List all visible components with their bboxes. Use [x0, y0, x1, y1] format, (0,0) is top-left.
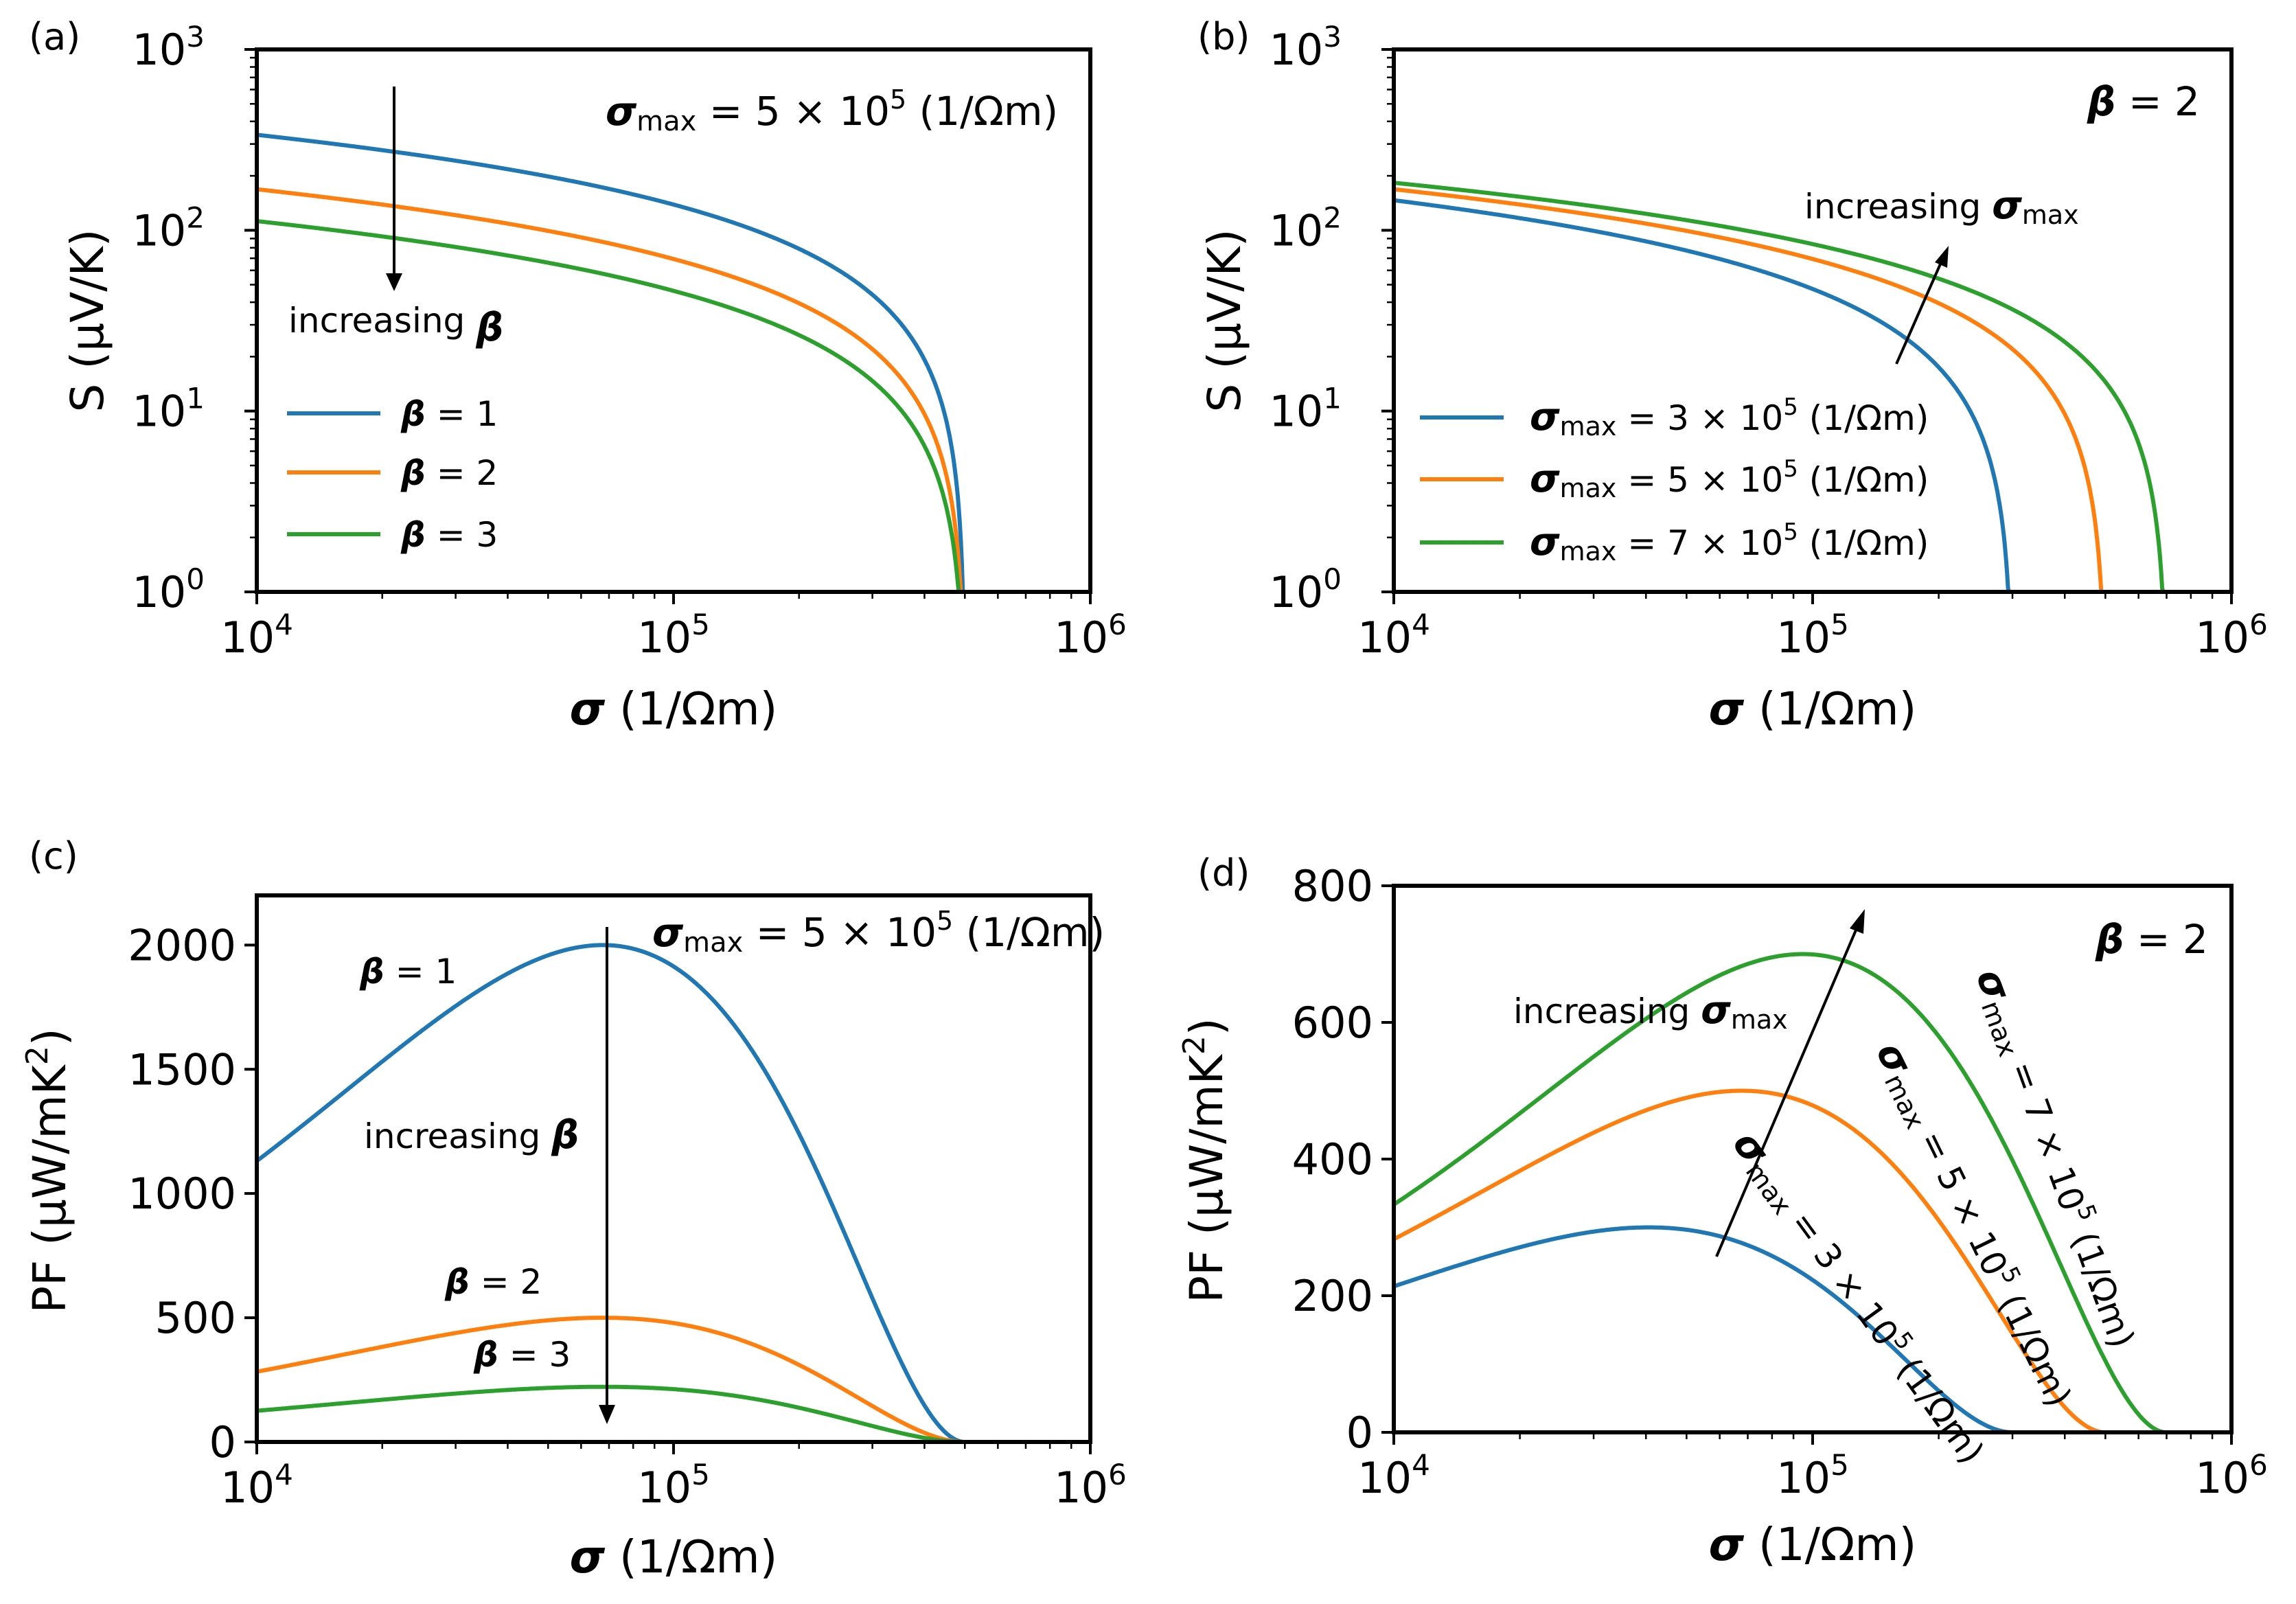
panel-d-curves [1392, 952, 2168, 1434]
panel-b-series-2-line [1392, 181, 2168, 594]
panel-d-ytick-label-3: 600 [1292, 998, 1373, 1048]
panel-b-curves [1392, 181, 2168, 594]
panel-b-legend: σmax = 3 × 105 (1/Ωm) σmax = 5 × 105 (1/… [1420, 393, 1929, 566]
panel-d-xlabel: σ (1/Ωm) [1709, 1518, 1917, 1571]
panel-c-ticks: 104 105 106 0 500 1000 1500 2000 [128, 920, 1127, 1513]
panel-d-xtick-label-2: 106 [2195, 1448, 2268, 1503]
panel-a-sigma-max-note: σmax = 5 × 105 (1/Ωm) [606, 84, 1058, 137]
panel-d-series-1-line [1392, 1088, 2106, 1434]
panel-d-arrow-head [1850, 909, 1865, 934]
panel-b-series-1-line [1392, 187, 2106, 594]
panel-a-xlabel: σ (1/Ωm) [570, 683, 778, 735]
panel-c-ytick-label-1: 500 [155, 1293, 236, 1343]
panel-a: (a) 104 105 106 100 101 102 103 S (μV/K) σ (1/… [29, 15, 1127, 735]
panel-b-ytick-label-2: 102 [1269, 200, 1342, 255]
panel-b: (b) 104 105 106 100 101 102 103 S (μV/K) σ (1/… [1197, 15, 2268, 735]
panel-a-frame [255, 47, 1092, 594]
panel-label-d: (d) [1197, 851, 1250, 895]
panel-a-arrow-label: increasing β [288, 301, 503, 350]
panel-c-ytick-label-4: 2000 [128, 920, 236, 970]
series-label-beta-3: β = 3 [473, 1335, 571, 1375]
panel-c-xtick-label-0: 104 [220, 1458, 293, 1513]
panel-b-ylabel: S (μV/K) [1198, 229, 1251, 412]
panel-d-ytick-label-1: 200 [1292, 1271, 1373, 1321]
panel-b-xtick-label-0: 104 [1357, 608, 1430, 663]
panel-b-arrow-line [1895, 260, 1943, 365]
panel-b-ytick-label-0: 100 [1269, 562, 1342, 617]
panel-b-xtick-label-1: 105 [1776, 608, 1849, 663]
panel-b-frame [1392, 47, 2234, 594]
panel-b-arrow-head [1935, 246, 1949, 268]
panel-b-xtick-label-2: 106 [2195, 608, 2268, 663]
panel-d-ytick-label-4: 800 [1292, 861, 1373, 911]
panel-c-series-1-line [255, 1316, 966, 1444]
panel-c-series-2-line [255, 1384, 966, 1444]
panel-d-arrow-line [1715, 926, 1859, 1257]
panel-c-frame [255, 893, 1092, 1444]
panel-c-sigma-max-note: σmax = 5 × 105 (1/Ωm) [652, 906, 1105, 959]
series-label-beta-1: β = 1 [359, 952, 457, 992]
panel-c-xlabel: σ (1/Ωm) [570, 1531, 778, 1583]
panel-a-ytick-label-1: 101 [132, 382, 205, 437]
panel-a-legend: β = 1 β = 2 β = 3 [287, 394, 498, 555]
panel-a-ytick-label-0: 100 [132, 562, 205, 617]
legend-label-beta-3: β = 3 [400, 515, 498, 555]
panel-a-xtick-label-2: 106 [1054, 608, 1127, 663]
panel-d-frame [1392, 884, 2234, 1434]
panel-a-ytick-label-3: 103 [132, 20, 205, 75]
panel-b-beta-note: β = 2 [2087, 78, 2200, 125]
panel-d-beta-note: β = 2 [2095, 916, 2208, 963]
panel-label-c: (c) [29, 834, 78, 878]
panel-a-ytick-label-2: 102 [132, 200, 205, 255]
panel-c-ytick-label-0: 0 [209, 1417, 236, 1467]
panel-d-ytick-label-0: 0 [1346, 1408, 1373, 1458]
panel-b-ticks: 104 105 106 100 101 102 103 [1269, 20, 2267, 663]
panel-a-series-2-line [255, 219, 966, 594]
panel-c-xtick-label-1: 105 [637, 1458, 710, 1513]
panel-a-xtick-label-1: 105 [637, 608, 710, 663]
panel-c-arrow-head [599, 1405, 615, 1424]
panel-b-xlabel: σ (1/Ωm) [1709, 683, 1917, 735]
panel-d-xtick-label-1: 105 [1776, 1448, 1849, 1503]
panel-c-series-0-line [255, 943, 966, 1444]
panel-a-arrow-head [386, 273, 402, 291]
legend-label-beta-1: β = 1 [400, 394, 498, 434]
panel-b-arrow-label: increasing σmax [1804, 183, 2079, 230]
panel-c: (c) 104 105 106 0 500 1000 1500 2000 PF (μW/mK2… [20, 834, 1127, 1583]
panel-d-arrow-label: increasing σmax [1513, 988, 1788, 1035]
panel-a-xtick-label-0: 104 [220, 608, 293, 663]
panel-c-curves [255, 943, 966, 1444]
panel-a-series-0-line [255, 133, 966, 594]
panel-b-ytick-label-3: 103 [1269, 20, 1342, 75]
panel-a-ticks: 104 105 106 100 101 102 103 [132, 20, 1126, 663]
panel-a-ylabel: S (μV/K) [61, 229, 114, 412]
panel-c-arrow-label: increasing β [364, 1113, 579, 1158]
panel-b-ytick-label-1: 101 [1269, 382, 1342, 437]
panel-label-b: (b) [1197, 15, 1250, 58]
legend-label-sigma-7: σmax = 7 × 105 (1/Ωm) [1530, 518, 1929, 566]
panel-d-xtick-label-0: 104 [1357, 1448, 1430, 1503]
panel-label-a: (a) [29, 15, 80, 58]
panel-d-ticks: 104 105 106 0 200 400 600 800 [1292, 861, 2268, 1503]
panel-b-series-0-line [1392, 198, 2014, 594]
panel-d-series-0-line [1392, 1225, 2014, 1434]
panel-d: (d) 104 105 106 0 200 400 600 800 PF (μW/mK2) σ… [1177, 851, 2268, 1571]
legend-label-sigma-5: σmax = 5 × 105 (1/Ωm) [1530, 455, 1929, 503]
panel-d-ytick-label-2: 400 [1292, 1134, 1373, 1184]
panel-c-ytick-label-3: 1500 [128, 1044, 236, 1095]
panel-c-xtick-label-2: 106 [1054, 1458, 1127, 1513]
panel-d-series-2-line [1392, 952, 2168, 1434]
series-label-beta-2: β = 2 [444, 1262, 542, 1302]
panel-c-ytick-label-2: 1000 [128, 1169, 236, 1219]
panel-a-series-1-line [255, 187, 966, 594]
legend-label-beta-2: β = 2 [400, 453, 498, 493]
legend-label-sigma-3: σmax = 3 × 105 (1/Ωm) [1530, 393, 1929, 442]
panel-d-ylabel: PF (μW/mK2) [1177, 1018, 1233, 1303]
panel-a-curves [255, 133, 966, 594]
panel-c-ylabel: PF (μW/mK2) [20, 1028, 76, 1313]
